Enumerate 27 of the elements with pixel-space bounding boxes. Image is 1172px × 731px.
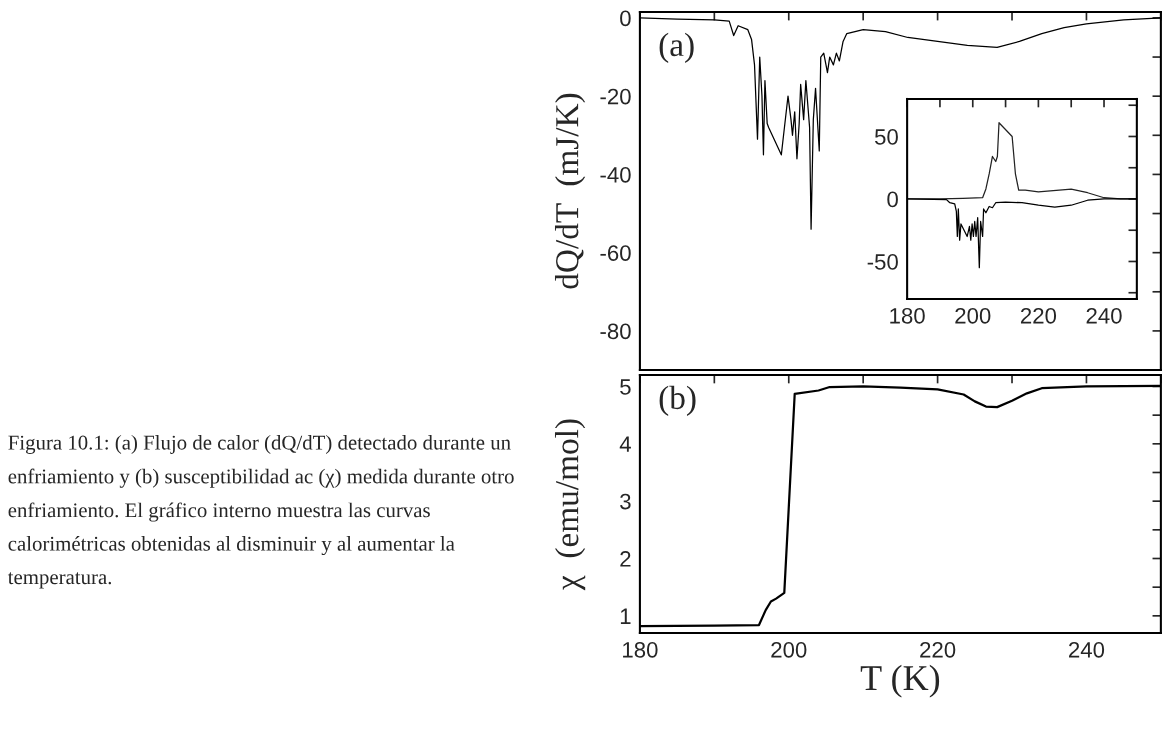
y-tick-label: -20 [600, 88, 631, 105]
y-tick-label: -50 [867, 254, 898, 270]
y-tick-label: -40 [600, 166, 631, 183]
x-tick-label: 240 [1086, 307, 1122, 324]
y-tick-label: 0 [620, 10, 631, 27]
x-tick-label: 240 [1069, 641, 1105, 658]
y-axis-title: χ (emu/mol) [554, 419, 586, 591]
y-tick-label: 3 [620, 493, 631, 510]
y-tick-label: 5 [620, 379, 631, 395]
x-tick-label: 200 [771, 641, 807, 658]
x-tick-label: 180 [623, 641, 658, 658]
y-tick-label: -80 [600, 323, 631, 340]
annotation: (a) [659, 32, 694, 63]
x-tick-label: 200 [955, 307, 991, 324]
y-tick-label: 1 [620, 608, 631, 624]
y-tick-label: 50 [874, 129, 898, 145]
x-tick-label: 220 [920, 641, 956, 658]
x-tick-label: 220 [1020, 307, 1057, 324]
y-tick-label: 0 [887, 191, 898, 208]
y-tick-label: -60 [600, 245, 631, 261]
y-axis-title: dQ/dT (mJ/K) [554, 93, 586, 289]
text: Figura 10.1: (a) Flujo de calor (dQ/dT) detectado durante un enfriamiento y (b) susceptibilidad ac (χ) medida durante otro enfriamiento. El gráfico interno muestra las curvas calorimétricas obtenidas al disminuir y al aumentar la temperatura. [7, 434, 514, 589]
x-axis-title: T (K) [860, 664, 940, 698]
y-tick-label: 4 [619, 436, 631, 452]
annotation: (b) [659, 385, 696, 416]
x-tick-label: 180 [890, 307, 925, 324]
y-tick-label: 2 [620, 551, 631, 567]
